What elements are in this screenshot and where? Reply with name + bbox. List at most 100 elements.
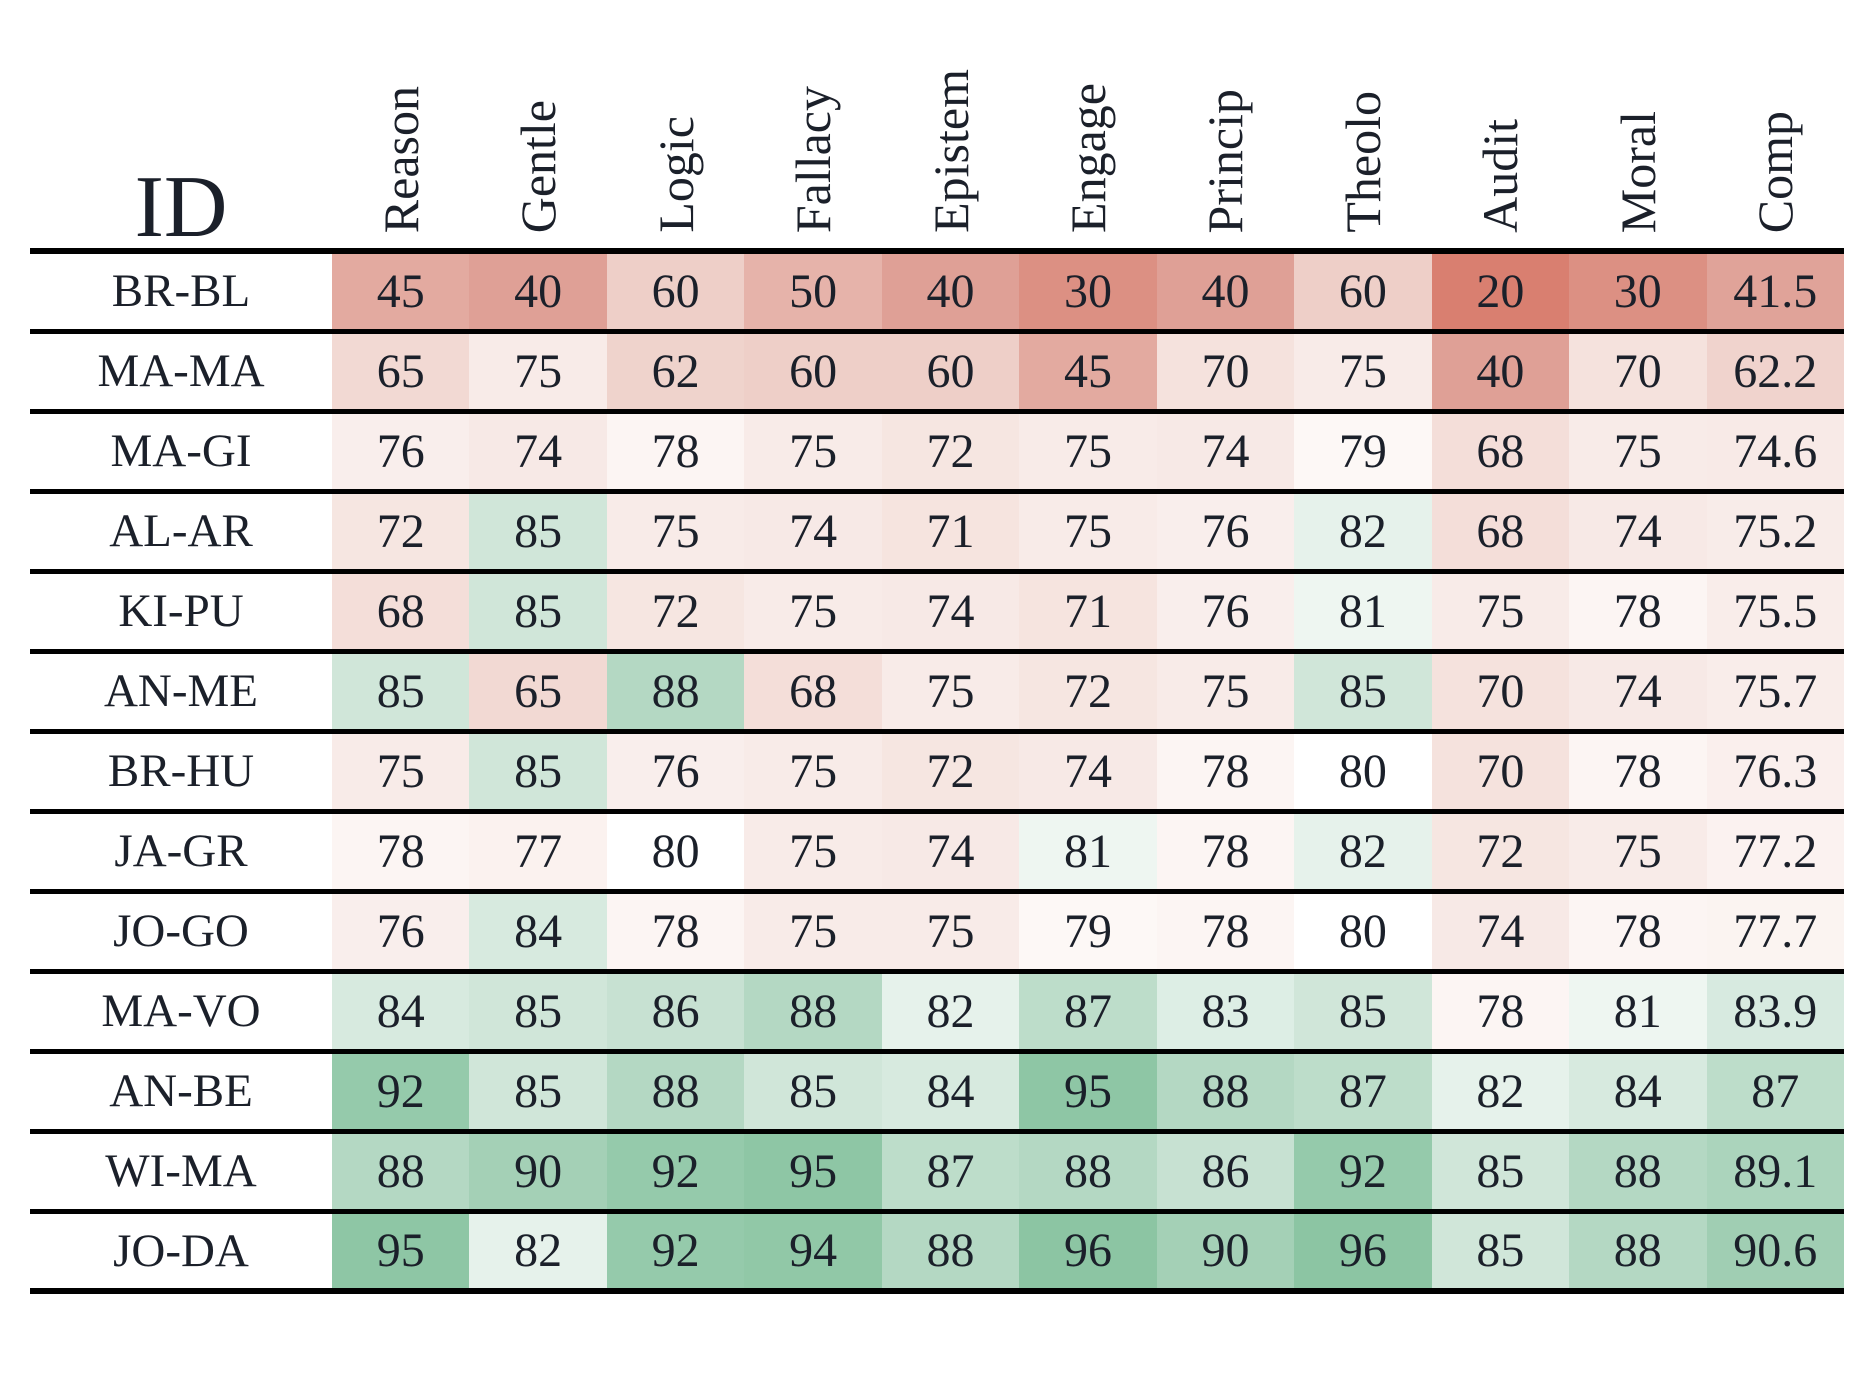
heatmap-cell: 71 xyxy=(1019,571,1157,654)
table-row-an-be: AN-BE 92 85 88 85 84 95 88 87 82 84 87 xyxy=(30,1051,1844,1134)
heatmap-cell: 74 xyxy=(881,571,1020,654)
column-header-label: Reason xyxy=(372,85,429,233)
heatmap-cell: 75.2 xyxy=(1706,491,1844,574)
column-header-fallacy: Fallacy xyxy=(744,0,882,254)
heatmap-cell: 78 xyxy=(1431,971,1570,1054)
heatmap-cell: 83.9 xyxy=(1706,971,1844,1054)
heatmap-cell: 75.7 xyxy=(1706,651,1844,734)
heatmap-cell: 84 xyxy=(881,1051,1020,1134)
heatmap-cell: 92 xyxy=(606,1211,745,1294)
score-heatmap-table: ID Reason Gentle Logic Fallacy Epistem Engage… xyxy=(30,0,1844,1294)
column-header-comp: Comp xyxy=(1706,0,1844,254)
heatmap-cell: 20 xyxy=(1431,251,1570,334)
table-row-ma-vo: MA-VO 84 85 86 88 82 87 83 85 78 81 83.9 xyxy=(30,971,1844,1054)
heatmap-cell: 79 xyxy=(1294,411,1432,494)
table-row-jo-da: JO-DA 95 82 92 94 88 96 90 96 85 88 90.6 xyxy=(30,1211,1844,1294)
heatmap-cell: 75 xyxy=(332,731,470,814)
heatmap-cell: 62.2 xyxy=(1706,331,1844,414)
heatmap-cell: 75 xyxy=(606,491,745,574)
table-row-an-me: AN-ME 85 65 88 68 75 72 75 85 70 74 75.7 xyxy=(30,651,1844,734)
column-header-reason: Reason xyxy=(332,0,470,254)
heatmap-cell: 82 xyxy=(1294,491,1432,574)
column-header-label: Logic xyxy=(647,116,704,233)
heatmap-cell: 40 xyxy=(469,251,607,334)
heatmap-cell: 87 xyxy=(1294,1051,1432,1134)
heatmap-cell: 90 xyxy=(1156,1211,1295,1294)
heatmap-cell: 75 xyxy=(881,891,1020,974)
heatmap-cell: 78 xyxy=(1569,891,1707,974)
heatmap-cell: 84 xyxy=(332,971,470,1054)
row-id-label: AL-AR xyxy=(30,491,332,574)
heatmap-cell: 86 xyxy=(606,971,745,1054)
heatmap-cell: 40 xyxy=(881,251,1020,334)
heatmap-cell: 82 xyxy=(1431,1051,1570,1134)
table-header: ID Reason Gentle Logic Fallacy Epistem Engage… xyxy=(30,0,1844,254)
heatmap-cell: 78 xyxy=(1569,731,1707,814)
heatmap-cell: 78 xyxy=(1156,891,1295,974)
heatmap-cell: 62 xyxy=(606,331,745,414)
heatmap-cell: 94 xyxy=(744,1211,882,1294)
heatmap-cell: 74 xyxy=(1569,491,1707,574)
heatmap-cell: 75 xyxy=(744,891,882,974)
column-header-engage: Engage xyxy=(1019,0,1157,254)
heatmap-cell: 70 xyxy=(1431,651,1570,734)
heatmap-cell: 60 xyxy=(606,251,745,334)
heatmap-cell: 80 xyxy=(1294,891,1432,974)
heatmap-cell: 72 xyxy=(881,411,1020,494)
column-header-moral: Moral xyxy=(1569,0,1707,254)
heatmap-cell: 60 xyxy=(744,331,882,414)
heatmap-cell: 68 xyxy=(1431,411,1570,494)
heatmap-cell: 75 xyxy=(1569,411,1707,494)
heatmap-cell: 72 xyxy=(1019,651,1157,734)
heatmap-cell: 74.6 xyxy=(1706,411,1844,494)
heatmap-cell: 70 xyxy=(1431,731,1570,814)
heatmap-cell: 72 xyxy=(332,491,470,574)
heatmap-cell: 88 xyxy=(1019,1131,1157,1214)
heatmap-cell: 75 xyxy=(1156,651,1295,734)
row-id-label: AN-ME xyxy=(30,651,332,734)
heatmap-cell: 68 xyxy=(744,651,882,734)
column-header-label: Theolo xyxy=(1334,91,1391,233)
heatmap-cell: 76.3 xyxy=(1706,731,1844,814)
table-row-br-hu: BR-HU 75 85 76 75 72 74 78 80 70 78 76.3 xyxy=(30,731,1844,814)
table-body: BR-BL 45 40 60 50 40 30 40 60 20 30 41.5 MA-MA 65 75 62… xyxy=(30,251,1844,1294)
heatmap-cell: 78 xyxy=(1569,571,1707,654)
heatmap-cell: 75 xyxy=(469,331,607,414)
heatmap-cell: 85 xyxy=(469,1051,607,1134)
table-row-al-ar: AL-AR 72 85 75 74 71 75 76 82 68 74 75.2 xyxy=(30,491,1844,574)
heatmap-cell: 70 xyxy=(1156,331,1295,414)
heatmap-cell: 77.2 xyxy=(1706,811,1844,894)
heatmap-cell: 85 xyxy=(1294,971,1432,1054)
heatmap-cell: 75 xyxy=(744,731,882,814)
column-header-label: Princip xyxy=(1197,88,1254,233)
heatmap-cell: 85 xyxy=(744,1051,882,1134)
heatmap-cell: 81 xyxy=(1019,811,1157,894)
id-column-header: ID xyxy=(30,0,332,254)
heatmap-cell: 78 xyxy=(1156,731,1295,814)
heatmap-cell: 74 xyxy=(1569,651,1707,734)
heatmap-cell: 79 xyxy=(1019,891,1157,974)
heatmap-cell: 75 xyxy=(1294,331,1432,414)
row-id-label: JA-GR xyxy=(30,811,332,894)
heatmap-cell: 87 xyxy=(1706,1051,1844,1134)
heatmap-cell: 81 xyxy=(1569,971,1707,1054)
column-header-logic: Logic xyxy=(606,0,745,254)
heatmap-cell: 96 xyxy=(1019,1211,1157,1294)
column-header-label: Moral xyxy=(1609,110,1666,233)
heatmap-cell: 74 xyxy=(881,811,1020,894)
heatmap-cell: 85 xyxy=(469,731,607,814)
heatmap-cell: 84 xyxy=(1569,1051,1707,1134)
row-id-label: JO-GO xyxy=(30,891,332,974)
heatmap-cell: 60 xyxy=(1294,251,1432,334)
row-id-label: MA-MA xyxy=(30,331,332,414)
heatmap-cell: 76 xyxy=(606,731,745,814)
heatmap-cell: 90.6 xyxy=(1706,1211,1844,1294)
heatmap-cell: 41.5 xyxy=(1706,251,1844,334)
column-header-princip: Princip xyxy=(1156,0,1295,254)
heatmap-cell: 78 xyxy=(606,411,745,494)
heatmap-cell: 72 xyxy=(1431,811,1570,894)
table-row-br-bl: BR-BL 45 40 60 50 40 30 40 60 20 30 41.5 xyxy=(30,251,1844,334)
column-header-label: Gentle xyxy=(510,99,567,233)
column-header-epistem: Epistem xyxy=(881,0,1020,254)
heatmap-cell: 95 xyxy=(332,1211,470,1294)
